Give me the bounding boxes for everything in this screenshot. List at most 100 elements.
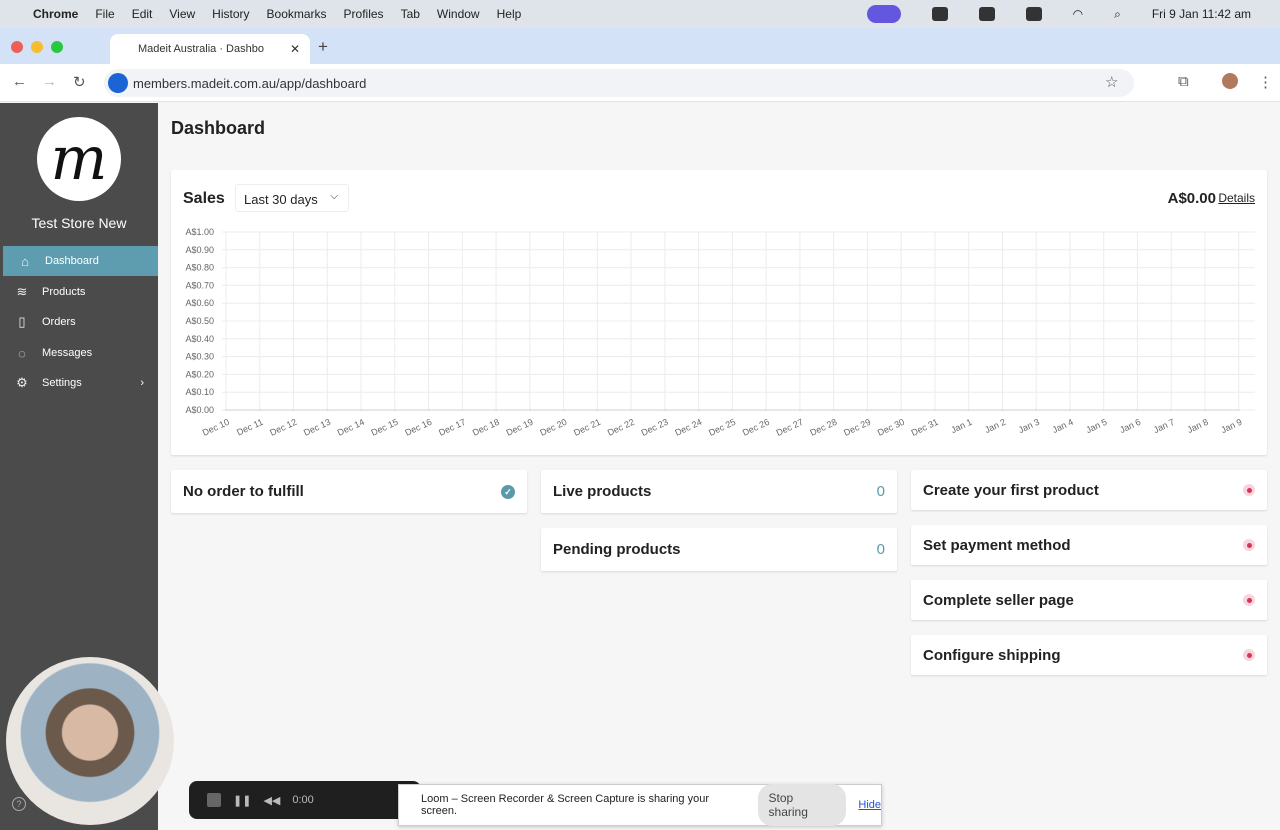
- x-tick-label: Jan 3: [1017, 417, 1041, 435]
- todo-seller-page[interactable]: Complete seller page: [911, 580, 1267, 620]
- y-tick-label: A$0.60: [185, 298, 214, 308]
- x-tick-label: Dec 24: [673, 417, 703, 438]
- data-point: [495, 409, 498, 411]
- data-point: [393, 409, 396, 411]
- menu-tab[interactable]: Tab: [400, 7, 420, 21]
- data-point: [258, 409, 261, 411]
- display-icon[interactable]: [978, 7, 995, 21]
- reload-icon[interactable]: ↻: [73, 74, 86, 91]
- x-tick-label: Dec 10: [201, 417, 231, 438]
- menu-bookmarks[interactable]: Bookmarks: [266, 7, 327, 21]
- x-tick-label: Dec 28: [808, 417, 838, 438]
- macos-menu-bar: Chrome File Edit View History Bookmarks …: [0, 0, 1280, 28]
- profile-avatar[interactable]: [1222, 73, 1238, 89]
- data-point: [461, 409, 464, 411]
- data-point: [1068, 409, 1071, 411]
- address-bar[interactable]: members.madeit.com.au/app/dashboard: [104, 69, 1134, 97]
- menu-profiles[interactable]: Profiles: [343, 7, 384, 21]
- stop-recording-button[interactable]: [207, 793, 221, 807]
- back-icon[interactable]: ←: [12, 73, 27, 90]
- y-tick-label: A$0.00: [185, 405, 214, 415]
- data-point: [933, 409, 936, 411]
- x-tick-label: Dec 18: [471, 417, 501, 438]
- chevron-right-icon: ›: [140, 377, 144, 389]
- pause-icon[interactable]: ❚❚: [233, 794, 252, 807]
- clock[interactable]: Fri 9 Jan 11:42 am: [1151, 7, 1251, 21]
- todo-shipping[interactable]: Configure shipping: [911, 635, 1267, 675]
- book-icon: ▯: [18, 314, 26, 329]
- sales-chart: A$0.00 A$0.10 A$0.20 A$0.30 A$0.40 A$0.50 A$0.…: [185, 227, 1255, 438]
- x-tick-label: Dec 26: [741, 417, 771, 438]
- live-products-card[interactable]: Live products 0: [541, 470, 897, 513]
- x-tick-label: Dec 25: [707, 417, 737, 438]
- wifi-icon[interactable]: ◠: [1072, 7, 1084, 21]
- data-point: [798, 409, 801, 411]
- todo-label: Complete seller page: [923, 591, 1074, 609]
- data-point: [967, 409, 970, 411]
- x-tick-label: Dec 13: [302, 417, 332, 438]
- sidebar-item-messages[interactable]: ◌ Messages: [0, 338, 158, 368]
- x-tick-label: Dec 27: [775, 417, 805, 438]
- x-tick-label: Dec 21: [572, 417, 602, 438]
- data-point: [1136, 409, 1139, 411]
- menu-edit[interactable]: Edit: [131, 7, 153, 21]
- bookmark-star-icon[interactable]: ☆: [1105, 74, 1119, 91]
- sidebar-item-dashboard[interactable]: ⌂ Dashboard: [3, 246, 158, 276]
- status-icon[interactable]: [931, 7, 948, 21]
- stop-sharing-button[interactable]: Stop sharing: [757, 784, 847, 826]
- browser-toolbar: ← → ↻ members.madeit.com.au/app/dashboar…: [0, 64, 1280, 102]
- close-window-button[interactable]: [11, 41, 23, 53]
- sidebar-item-settings[interactable]: ⚙ Settings ›: [0, 368, 158, 398]
- orders-card[interactable]: No order to fulfill ✓: [171, 470, 527, 513]
- data-point: [1203, 409, 1206, 411]
- pending-products-card[interactable]: Pending products 0: [541, 528, 897, 571]
- store-logo[interactable]: m: [37, 117, 121, 201]
- y-tick-label: A$0.50: [185, 316, 214, 326]
- close-tab-icon[interactable]: ✕: [289, 42, 300, 56]
- todo-payment-method[interactable]: Set payment method: [911, 525, 1267, 565]
- search-icon[interactable]: ⌕: [1114, 6, 1121, 21]
- orders-label: No order to fulfill: [183, 483, 304, 500]
- extensions-icon[interactable]: ⧉: [1178, 73, 1189, 90]
- sidebar-item-orders[interactable]: ▯ Orders: [0, 307, 158, 337]
- menu-file[interactable]: File: [95, 7, 115, 21]
- loom-camera-bubble[interactable]: [6, 657, 174, 825]
- data-point: [866, 409, 869, 411]
- browser-tab[interactable]: Madeit Australia · Dashbo ✕: [110, 34, 310, 64]
- menu-kebab-icon[interactable]: ⋮: [1258, 74, 1273, 91]
- data-point: [1001, 409, 1004, 411]
- data-point: [1237, 409, 1240, 411]
- maximize-window-button[interactable]: [51, 41, 63, 53]
- x-tick-label: Dec 23: [640, 417, 670, 438]
- menu-history[interactable]: History: [212, 7, 250, 21]
- help-icon[interactable]: ?: [12, 797, 26, 811]
- battery-icon[interactable]: [1025, 7, 1042, 21]
- range-select[interactable]: Last 30 days ⌵: [235, 184, 349, 212]
- data-point: [225, 409, 227, 411]
- details-link[interactable]: Details: [1218, 191, 1255, 205]
- y-tick-label: A$0.90: [185, 245, 214, 255]
- data-point: [663, 409, 666, 411]
- x-tick-label: Jan 1: [949, 417, 973, 435]
- rewind-icon[interactable]: ◀◀: [263, 794, 281, 807]
- nav-label: Orders: [42, 316, 76, 328]
- minimize-window-button[interactable]: [31, 41, 43, 53]
- share-message: Loom – Screen Recorder & Screen Capture …: [421, 793, 709, 817]
- card-count: 0: [876, 483, 885, 500]
- x-tick-label: Dec 20: [538, 417, 568, 438]
- new-tab-button[interactable]: +: [318, 37, 328, 56]
- y-tick-label: A$1.00: [185, 227, 214, 237]
- sidebar-item-products[interactable]: ≋ Products: [0, 277, 158, 307]
- hide-link[interactable]: Hide: [858, 799, 881, 811]
- menu-help[interactable]: Help: [496, 7, 522, 21]
- screen-share-icon[interactable]: [866, 5, 901, 23]
- forward-icon[interactable]: →: [42, 73, 57, 90]
- loom-controls: ❚❚ ◀◀ 0:00: [189, 781, 421, 819]
- menu-window[interactable]: Window: [436, 7, 480, 21]
- menu-view[interactable]: View: [169, 7, 196, 21]
- x-tick-label: Dec 11: [235, 417, 264, 438]
- todo-create-product[interactable]: Create your first product: [911, 470, 1267, 510]
- x-tick-label: Dec 30: [876, 417, 906, 438]
- menu-app[interactable]: Chrome: [33, 7, 79, 21]
- data-point: [427, 409, 430, 411]
